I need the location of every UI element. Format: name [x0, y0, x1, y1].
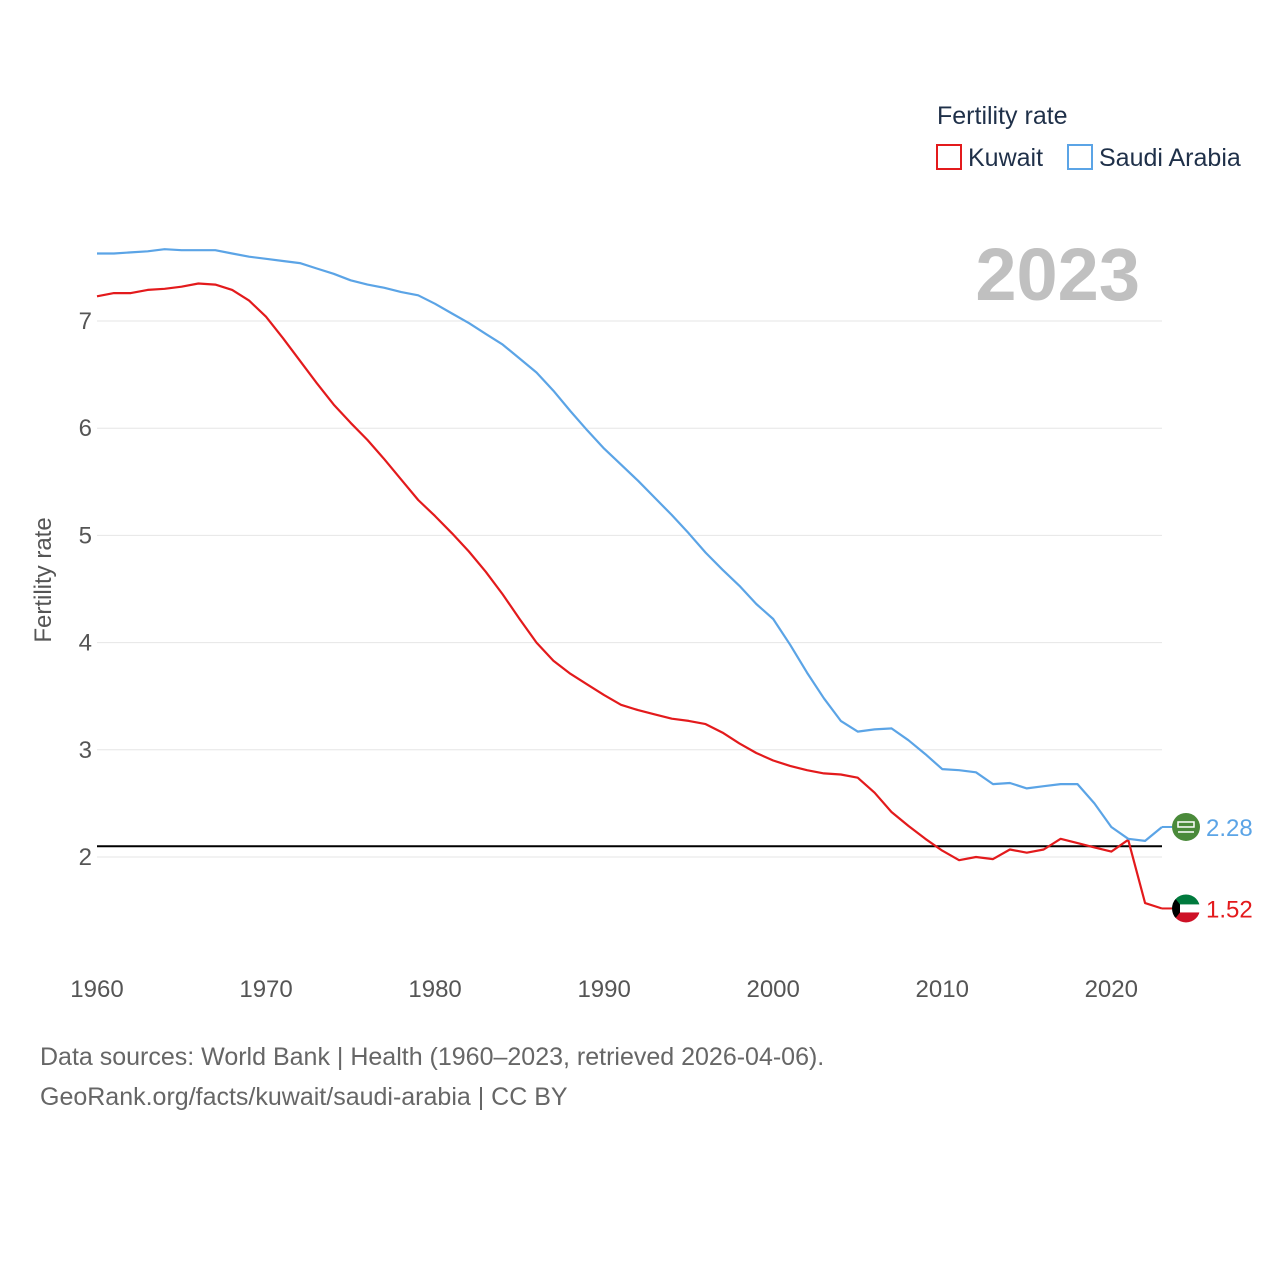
year-watermark: 2023: [975, 233, 1140, 316]
gridlines: [97, 320, 1162, 858]
y-tick-label-2: 2: [79, 844, 92, 871]
legend-label-kuwait[interactable]: Kuwait: [968, 144, 1043, 172]
x-axis-ticks: 1960 1970 1980 1990 2000 2010 2020: [70, 976, 1138, 1003]
y-tick-label-5: 5: [79, 522, 92, 549]
kuwait-flag-red: [1172, 912, 1200, 923]
x-tick-label-2020: 2020: [1085, 976, 1138, 1003]
x-tick-label-1990: 1990: [577, 976, 630, 1003]
kuwait-flag-green: [1172, 894, 1200, 905]
saudi-arabia-flag-icon: [1172, 812, 1200, 841]
y-tick-label-6: 6: [79, 415, 92, 442]
legend-title: Fertility rate: [937, 102, 1068, 130]
y-tick-label-4: 4: [79, 630, 92, 657]
end-label-kuwait: 1.52: [1206, 896, 1253, 923]
x-tick-label-1960: 1960: [70, 976, 123, 1003]
end-label-saudi-arabia: 2.28: [1206, 815, 1253, 842]
kuwait-flag-black: [1172, 894, 1180, 923]
kuwait-flag-body: [1172, 894, 1200, 923]
kuwait-flag-icon: [1172, 894, 1200, 923]
saudi-flag-script: [1177, 821, 1195, 828]
kuwait-flag-white: [1172, 904, 1200, 913]
legend-swatch-saudi-arabia[interactable]: [1067, 144, 1093, 170]
legend-label-saudi-arabia[interactable]: Saudi Arabia: [1099, 144, 1241, 172]
series-lines: [96, 248, 1163, 910]
series-line-saudi-arabia: [97, 248, 1163, 843]
legend-swatch-kuwait[interactable]: [936, 144, 962, 170]
chart-canvas: Fertility rate Kuwait Saudi Arabia 2023 …: [30, 102, 1253, 1003]
y-axis-ticks: 2 3 4 5 6 7: [79, 308, 92, 871]
y-tick-label-3: 3: [79, 737, 92, 764]
footer-sources: Data sources: World Bank | Health (1960–…: [40, 1043, 825, 1071]
series-end-labels: 1.52 2.28: [1162, 812, 1253, 923]
x-tick-label-1970: 1970: [239, 976, 292, 1003]
x-tick-label-2000: 2000: [746, 976, 799, 1003]
y-tick-label-7: 7: [79, 308, 92, 335]
footer-credit[interactable]: GeoRank.org/facts/kuwait/saudi-arabia | …: [40, 1083, 568, 1111]
x-tick-label-1980: 1980: [408, 976, 461, 1003]
y-axis-title: Fertility rate: [30, 517, 57, 642]
legend: Fertility rate Kuwait Saudi Arabia: [936, 102, 1241, 172]
x-tick-label-2010: 2010: [916, 976, 969, 1003]
series-line-kuwait: [96, 282, 1163, 910]
